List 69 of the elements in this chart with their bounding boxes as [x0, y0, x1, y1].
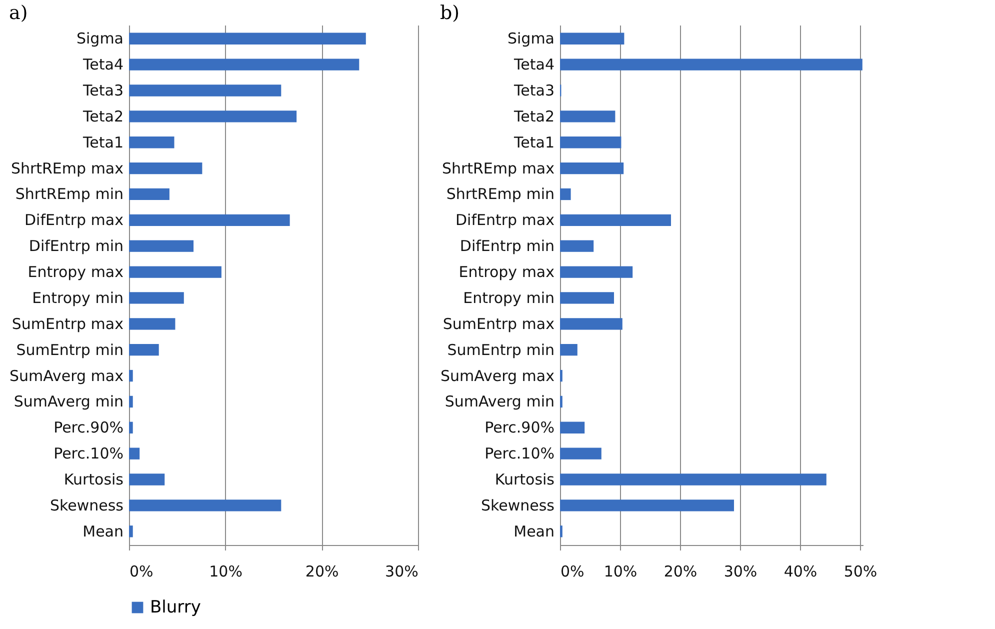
bar [560, 136, 622, 148]
y-tick-label: SumAverg max [440, 366, 555, 385]
y-tick-label: Kurtosis [64, 470, 124, 489]
y-tick-label: ShrtREmp min [446, 185, 554, 204]
y-tick-label: Teta4 [82, 56, 124, 74]
y-tick-label: ShrtREmp max [442, 159, 555, 178]
y-tick-label: Perc.90% [484, 418, 554, 437]
bar [560, 344, 578, 356]
bar [560, 448, 602, 460]
y-tick-label: Perc.10% [54, 444, 124, 463]
bar [560, 318, 622, 330]
y-tick-label: Teta2 [82, 107, 124, 126]
bar [560, 188, 571, 200]
y-tick-label: ShrtREmp min [15, 185, 124, 204]
x-tick-label: 20% [664, 562, 698, 580]
y-tick-label: Teta3 [513, 81, 554, 100]
y-tick-label: SumEntrp min [16, 340, 124, 359]
bar [560, 214, 671, 226]
y-tick-label: SumAverg min [14, 392, 124, 411]
y-tick-label: Teta1 [82, 133, 124, 152]
y-tick-label: SumEntrp max [442, 314, 555, 333]
y-tick-label: DifEntrp max [24, 211, 124, 230]
y-tick-label: Entropy max [458, 263, 555, 282]
chart-title: b) [440, 2, 460, 24]
y-tick-label: SumAverg max [9, 366, 124, 385]
bar [560, 32, 624, 44]
bar [560, 474, 826, 486]
bar [560, 162, 624, 174]
y-tick-label: Entropy min [32, 288, 124, 307]
y-tick-label: DifEntrp min [460, 237, 554, 256]
y-tick-label: Entropy min [463, 288, 554, 307]
y-tick-label: Perc.10% [484, 444, 554, 463]
y-tick-label: Teta1 [513, 133, 554, 152]
x-tick-label: 50% [844, 562, 878, 580]
x-tick-label: 10% [604, 562, 638, 580]
y-tick-label: Teta2 [513, 107, 554, 126]
y-tick-label: Teta4 [513, 56, 554, 74]
chart-title: a) [9, 2, 28, 24]
x-tick-label: 0% [560, 562, 584, 580]
bar [560, 110, 616, 122]
x-tick-label: 30% [385, 562, 418, 580]
y-tick-label: Skewness [50, 496, 124, 514]
y-tick-label: Perc.90% [54, 418, 124, 437]
y-tick-label: ShrtREmp max [10, 159, 124, 178]
x-tick-label: 0% [130, 562, 154, 580]
bar [560, 58, 862, 70]
x-tick-label: 10% [209, 562, 242, 580]
y-tick-label: DifEntrp min [28, 237, 124, 256]
y-tick-label: Teta3 [82, 81, 124, 100]
bar [560, 422, 585, 434]
y-tick-label: Sigma [76, 30, 124, 48]
y-tick-label: Sigma [507, 30, 554, 48]
legend-label: Blurry [150, 598, 201, 618]
y-tick-label: SumEntrp max [12, 314, 124, 333]
y-tick-label: Entropy max [28, 263, 124, 282]
bar [560, 240, 594, 252]
x-tick-label: 30% [724, 562, 758, 580]
y-tick-label: Skewness [480, 496, 555, 514]
bar [560, 500, 734, 512]
y-tick-label: Mean [82, 522, 124, 540]
x-tick-label: 20% [305, 562, 339, 580]
bar [560, 292, 614, 304]
y-tick-label: SumAverg min [444, 392, 554, 411]
y-tick-label: Kurtosis [494, 470, 555, 489]
bar [560, 266, 633, 278]
y-tick-label: SumEntrp min [447, 340, 554, 359]
y-tick-label: DifEntrp max [455, 211, 555, 230]
y-tick-label: Mean [514, 522, 554, 540]
x-tick-label: 40% [784, 562, 818, 580]
